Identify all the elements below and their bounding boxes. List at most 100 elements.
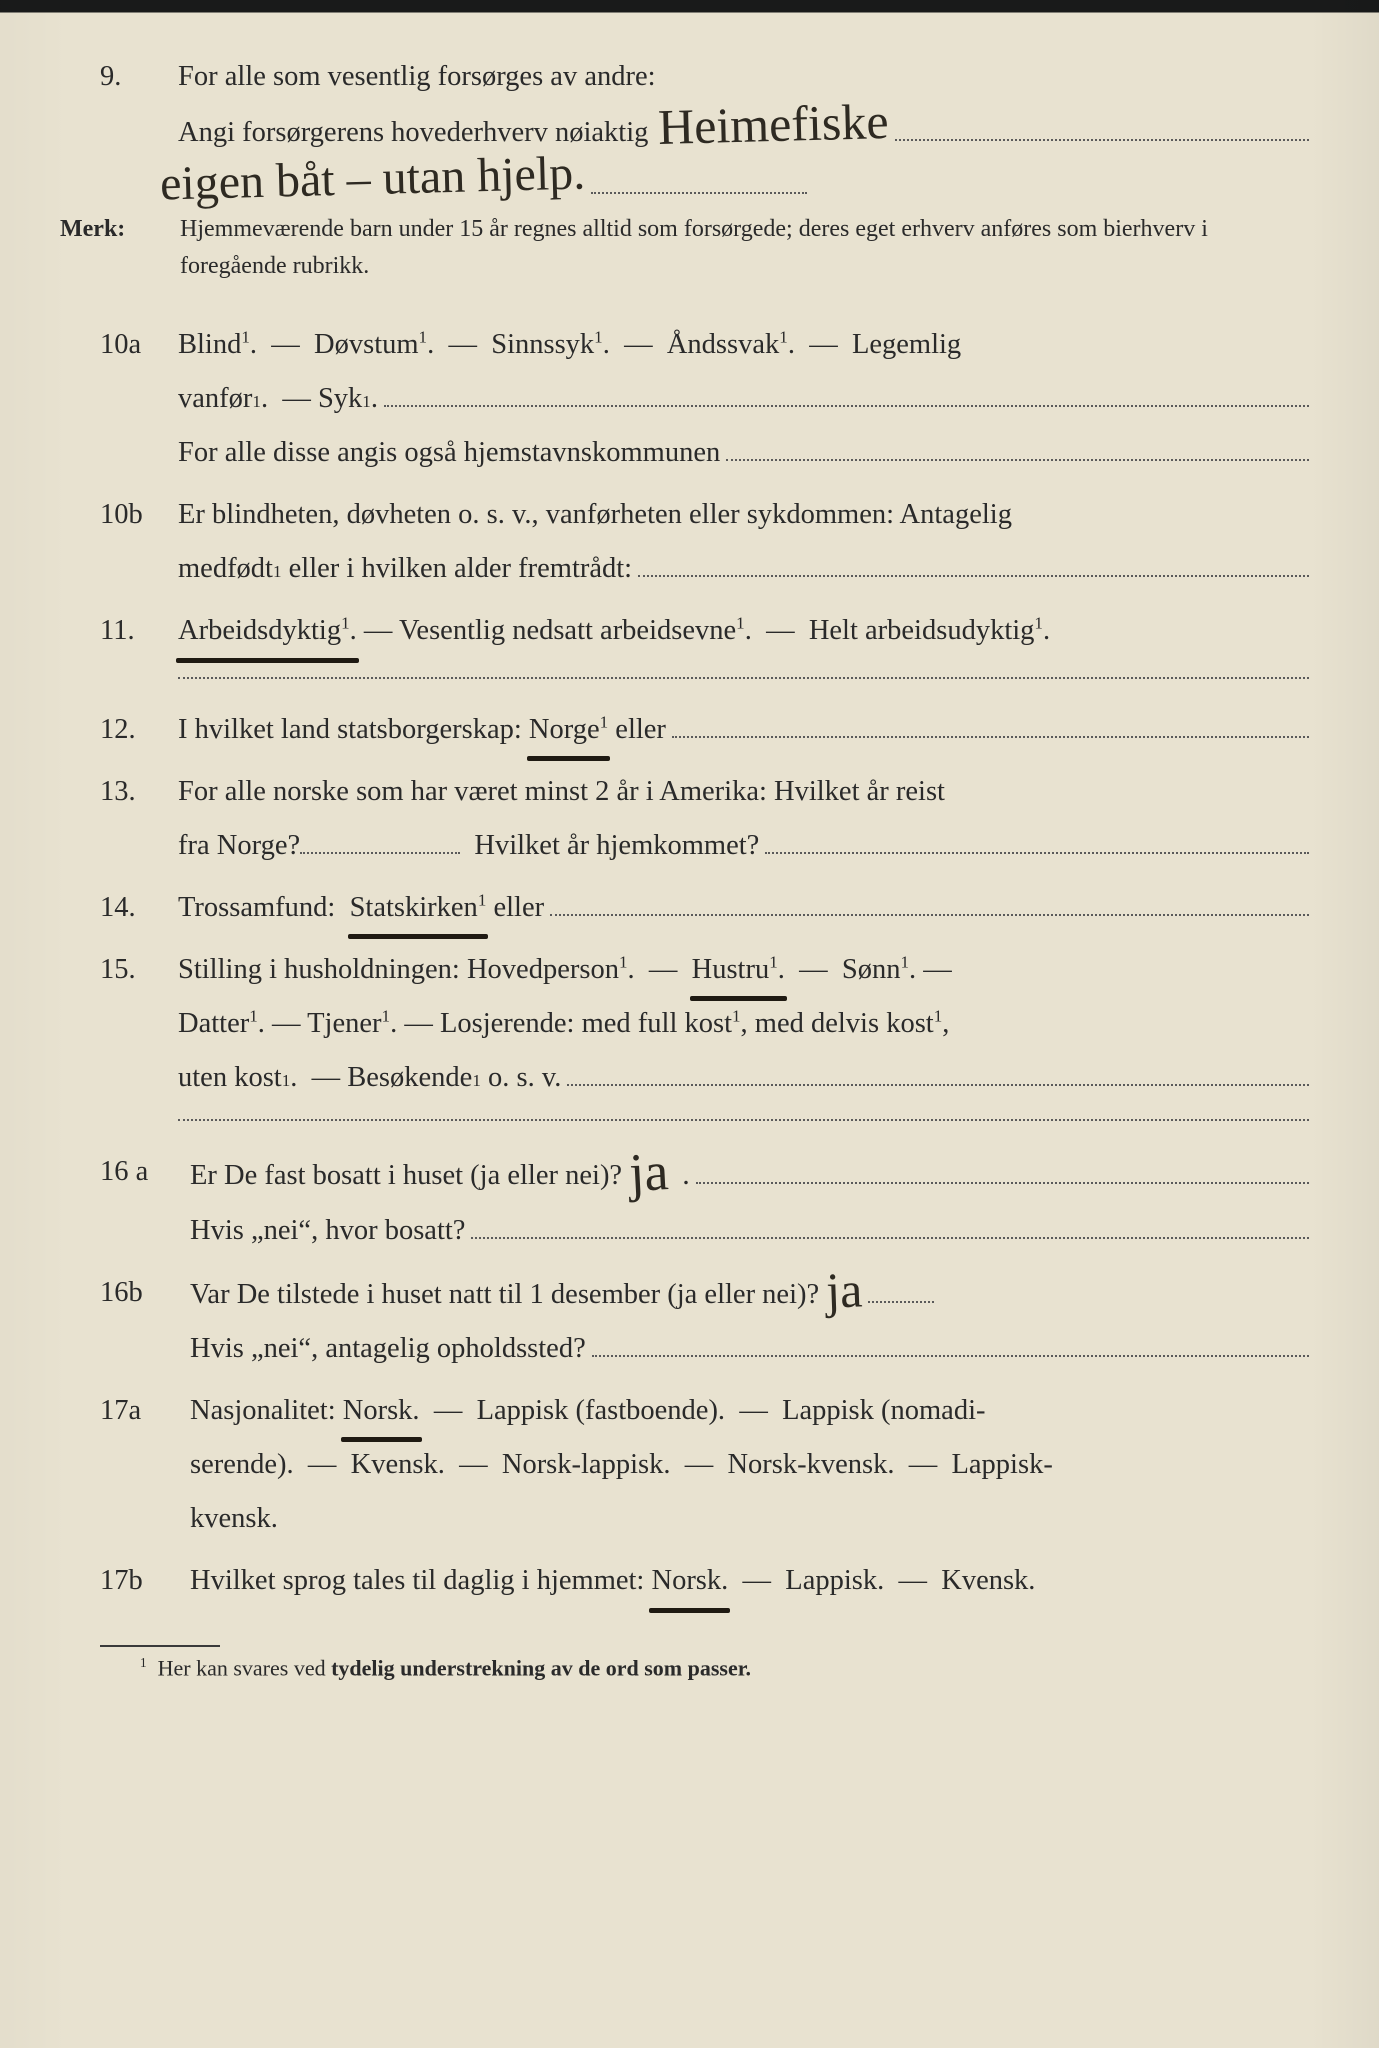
q17a-body: Nasjonalitet: Norsk. — Lappisk (fastboen…: [190, 1384, 1309, 1546]
q16a-hvisnei: Hvis „nei“, hvor bosatt?: [190, 1204, 465, 1258]
sup: 1: [769, 953, 778, 972]
q12-label: I hvilket land statsborgerskap:: [178, 703, 522, 757]
q10a-body: Blind1. — Døvstum1. — Sinnssyk1. — Åndss…: [178, 318, 1309, 480]
q17b-norsk: Norsk.: [651, 1554, 728, 1608]
q15-num: 15.: [100, 943, 178, 997]
q15-besokende: Besøkende: [347, 1051, 472, 1105]
q13: 13. For alle norske som har været minst …: [100, 765, 1309, 873]
q17b-lappisk: Lappisk.: [785, 1565, 884, 1596]
q17b: 17b Hvilket sprog tales til daglig i hje…: [100, 1554, 1309, 1608]
sup: 1: [419, 327, 428, 346]
q13-body: For alle norske som har været minst 2 år…: [178, 765, 1309, 873]
q11-arbeidsdyktig: Arbeidsdyktig1.: [178, 604, 357, 658]
sup: 1: [282, 1065, 291, 1097]
merk-note: Merk: Hjemmeværende barn under 15 år reg…: [100, 211, 1309, 285]
q16a: 16 a Er De fast bosatt i huset (ja eller…: [100, 1145, 1309, 1257]
q13-franorge: fra Norge?: [178, 819, 300, 873]
q11-a-text: Arbeidsdyktig: [178, 615, 341, 646]
q17a: 17a Nasjonalitet: Norsk. — Lappisk (fast…: [100, 1384, 1309, 1546]
q17a-num: 17a: [100, 1384, 190, 1438]
dash: —: [799, 954, 828, 985]
sup: 1: [779, 327, 788, 346]
q16b-num: 16b: [100, 1266, 190, 1320]
q16a-hw: ja: [628, 1150, 669, 1195]
q17b-num: 17b: [100, 1554, 190, 1608]
q15-hovedperson: Stilling i husholdningen: Hovedperson: [178, 954, 619, 985]
q15-tjener: Tjener: [307, 1008, 381, 1039]
q15-body: Stilling i husholdningen: Hovedperson1. …: [178, 943, 1309, 1105]
q10a-dovstum: Døvstum: [314, 329, 419, 360]
dash: —: [272, 1008, 301, 1039]
q13-line2: fra Norge? Hvilket år hjemkommet?: [178, 819, 1309, 873]
dash: —: [448, 329, 477, 360]
dash: —: [649, 954, 678, 985]
q16b-line1: Var De tilstede i huset natt til 1 desem…: [190, 1266, 1309, 1322]
dash: —: [898, 1565, 927, 1596]
q10b-eller: eller i hvilken alder fremtrådt:: [289, 542, 632, 596]
q11-udyktig: Helt arbeidsudyktig: [809, 615, 1035, 646]
q17a-norskkvensk: Norsk-kvensk.: [727, 1449, 894, 1480]
dash: —: [923, 954, 952, 985]
q14-body: Trossamfund: Statskirken1 eller: [178, 881, 1309, 935]
q10a-vanfor: vanfør: [178, 372, 252, 426]
q14-statskirken: Statskirken1: [350, 881, 487, 935]
q17a-lappisk2: Lappisk-: [952, 1449, 1053, 1480]
q17a-lappisk-fast: Lappisk (fastboende).: [477, 1395, 726, 1426]
sup: 1: [252, 386, 261, 418]
dash: —: [743, 1565, 772, 1596]
q10b-body: Er blindheten, døvheten o. s. v., vanfør…: [178, 488, 1309, 596]
q13-line1: For alle norske som har været minst 2 år…: [178, 765, 1309, 819]
q12: 12. I hvilket land statsborgerskap: Norg…: [100, 703, 1309, 757]
q10a-hjemstavn: For alle disse angis også hjemstavnskomm…: [178, 426, 720, 480]
q15: 15. Stilling i husholdningen: Hovedperso…: [100, 943, 1309, 1105]
q16b-question: Var De tilstede i huset natt til 1 desem…: [190, 1268, 819, 1322]
q16a-line1: Er De fast bosatt i huset (ja eller nei)…: [190, 1145, 1309, 1203]
dash: —: [364, 615, 393, 646]
q11-num: 11.: [100, 604, 178, 658]
q14-num: 14.: [100, 881, 178, 935]
q10b: 10b Er blindheten, døvheten o. s. v., va…: [100, 488, 1309, 596]
q10a-blind: Blind: [178, 329, 241, 360]
q15-line2: Datter1. — Tjener1. — Losjerende: med fu…: [178, 997, 1309, 1051]
dash: —: [909, 1449, 938, 1480]
sup: 1: [1034, 614, 1043, 633]
dash: —: [308, 1449, 337, 1480]
q11-nedsatt: Vesentlig nedsatt arbeidsevne: [399, 615, 736, 646]
q17a-line2: serende). — Kvensk. — Norsk-lappisk. — N…: [190, 1438, 1309, 1492]
dash: —: [459, 1449, 488, 1480]
q16b-hw: ja: [826, 1269, 863, 1310]
q17b-body: Hvilket sprog tales til daglig i hjemmet…: [190, 1554, 1309, 1608]
q15-line1: Stilling i husholdningen: Hovedperson1. …: [178, 943, 1309, 997]
q11: 11. Arbeidsdyktig1. — Vesentlig nedsatt …: [100, 604, 1309, 658]
q15-osv: o. s. v.: [488, 1051, 561, 1105]
q12-num: 12.: [100, 703, 178, 757]
q16a-line2: Hvis „nei“, hvor bosatt?: [190, 1204, 1309, 1258]
q10a-line3: For alle disse angis også hjemstavnskomm…: [178, 426, 1309, 480]
q12-body: I hvilket land statsborgerskap: Norge1 e…: [178, 703, 1309, 757]
sup: 1: [273, 556, 282, 588]
q12-eller: eller: [615, 703, 666, 757]
q13-num: 13.: [100, 765, 178, 819]
sup: 1: [382, 1007, 391, 1026]
census-form-page: 9. For alle som vesentlig forsørges av a…: [0, 0, 1379, 2048]
q15-sonn: Sønn: [842, 954, 901, 985]
q10b-num: 10b: [100, 488, 178, 542]
q10b-line1: Er blindheten, døvheten o. s. v., vanfør…: [178, 488, 1309, 542]
q15-hustru: Hustru1.: [692, 943, 785, 997]
q15-datter: Datter: [178, 1008, 249, 1039]
sup: 1: [736, 614, 745, 633]
q15-losjerende: Losjerende: med full kost: [440, 1008, 732, 1039]
sup: 1: [901, 953, 910, 972]
q10a-line1: Blind1. — Døvstum1. — Sinnssyk1. — Åndss…: [178, 318, 1309, 372]
q10a: 10a Blind1. — Døvstum1. — Sinnssyk1. — Å…: [100, 318, 1309, 480]
q15-line3: uten kost1. — Besøkende1 o. s. v.: [178, 1051, 1309, 1105]
q9-hw2: eigen båt – utan hjelp.: [160, 155, 586, 205]
q17a-lappisk-nomad: Lappisk (nomadi-: [782, 1395, 985, 1426]
divider: [178, 677, 1309, 679]
footnote-text: Her kan svares ved tydelig understreknin…: [158, 1655, 751, 1680]
q10b-medfodt: medfødt: [178, 542, 273, 596]
q17a-kvensk: Kvensk.: [351, 1449, 445, 1480]
q10a-num: 10a: [100, 318, 178, 372]
q16a-num: 16 a: [100, 1145, 190, 1199]
sup: 1: [619, 953, 628, 972]
